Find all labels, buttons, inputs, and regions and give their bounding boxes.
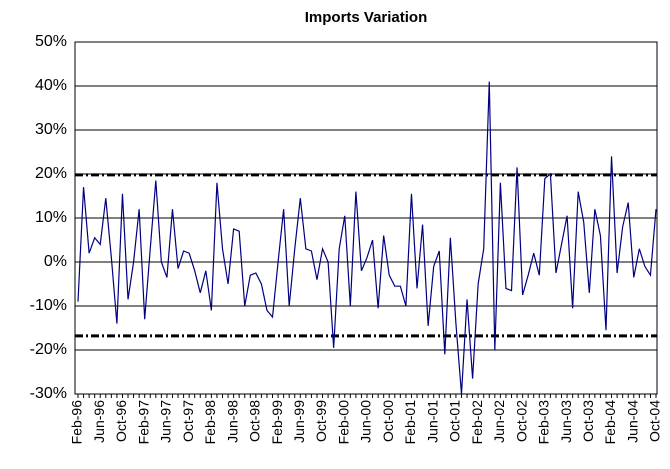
x-tick-label: Feb-03 — [536, 400, 552, 445]
x-tick-label: Oct-97 — [180, 400, 196, 442]
x-tick-label: Jun-00 — [358, 400, 374, 443]
series-line — [77, 81, 657, 395]
x-tick-label: Jun-01 — [424, 400, 440, 443]
x-tick-label: Jun-96 — [91, 400, 107, 443]
y-tick-label: 30% — [35, 121, 67, 138]
x-tick-label: Oct-98 — [247, 400, 263, 442]
x-tick-label: Feb-99 — [269, 400, 285, 445]
x-tick-label: Feb-04 — [602, 400, 618, 445]
x-tick-label: Jun-99 — [291, 400, 307, 443]
x-tick-label: Feb-98 — [202, 400, 218, 445]
x-tick-label: Jun-04 — [624, 400, 640, 443]
y-tick-label: 20% — [35, 165, 67, 182]
x-tick-label: Jun-97 — [158, 400, 174, 443]
x-tick-label: Oct-03 — [580, 400, 596, 442]
y-tick-label: -30% — [30, 385, 67, 402]
x-tick-label: Jun-03 — [558, 400, 574, 443]
x-tick-label: Oct-00 — [380, 400, 396, 442]
x-tick-label: Feb-97 — [135, 400, 151, 445]
x-tick-label: Oct-96 — [113, 400, 129, 442]
y-tick-label: -20% — [30, 341, 67, 358]
plot-border — [74, 41, 658, 395]
y-tick-label: 50% — [35, 33, 67, 50]
x-tick-label: Feb-00 — [335, 400, 351, 445]
x-tick-label: Oct-02 — [513, 400, 529, 442]
x-tick-label: Feb-02 — [469, 400, 485, 445]
x-tick-label: Jun-02 — [491, 400, 507, 443]
x-tick-label: Jun-98 — [224, 400, 240, 443]
x-tick-label: Oct-01 — [447, 400, 463, 442]
y-tick-label: 0% — [44, 253, 67, 270]
y-tick-label: 10% — [35, 209, 67, 226]
x-tick-label: Oct-99 — [313, 400, 329, 442]
y-tick-label: 40% — [35, 77, 67, 94]
x-tick-label: Feb-01 — [402, 400, 418, 445]
y-tick-label: -10% — [30, 297, 67, 314]
x-tick-label: Feb-96 — [69, 400, 85, 445]
x-tick-label: Oct-04 — [647, 400, 663, 442]
chart-title: Imports Variation — [305, 9, 428, 26]
